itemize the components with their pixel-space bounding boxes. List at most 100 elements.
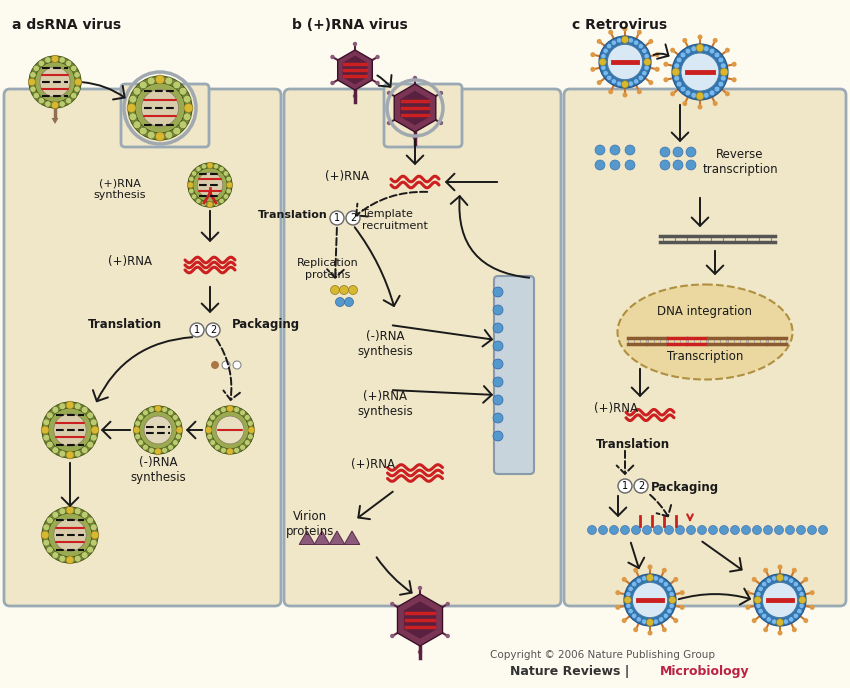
Circle shape	[680, 52, 686, 58]
Circle shape	[38, 60, 44, 67]
Circle shape	[162, 407, 167, 413]
Circle shape	[653, 619, 659, 624]
Circle shape	[42, 427, 48, 433]
Circle shape	[808, 526, 817, 535]
Circle shape	[674, 63, 679, 69]
Circle shape	[625, 145, 635, 155]
Circle shape	[725, 47, 730, 53]
Circle shape	[719, 526, 728, 535]
Circle shape	[376, 80, 380, 85]
Circle shape	[156, 132, 165, 141]
Circle shape	[644, 65, 649, 70]
Circle shape	[139, 81, 147, 89]
Circle shape	[245, 415, 250, 420]
Circle shape	[207, 420, 212, 427]
Circle shape	[28, 78, 36, 85]
Circle shape	[33, 65, 39, 72]
Circle shape	[762, 613, 767, 619]
Circle shape	[778, 564, 783, 570]
Circle shape	[670, 597, 675, 603]
Circle shape	[696, 92, 704, 100]
Circle shape	[799, 596, 806, 603]
Circle shape	[207, 162, 213, 169]
Circle shape	[66, 451, 74, 459]
Circle shape	[207, 202, 213, 208]
Circle shape	[135, 433, 140, 440]
Circle shape	[772, 619, 777, 624]
Circle shape	[29, 56, 81, 108]
Text: 1: 1	[334, 213, 340, 223]
Circle shape	[87, 412, 94, 419]
Circle shape	[128, 104, 135, 112]
Circle shape	[66, 556, 74, 564]
Circle shape	[772, 576, 777, 581]
Circle shape	[74, 72, 80, 78]
Circle shape	[680, 590, 684, 595]
Circle shape	[663, 62, 668, 67]
Circle shape	[353, 42, 357, 46]
Polygon shape	[337, 50, 372, 90]
Circle shape	[348, 286, 358, 294]
Circle shape	[224, 171, 229, 176]
Circle shape	[128, 76, 192, 140]
Circle shape	[30, 86, 36, 92]
Circle shape	[712, 101, 717, 106]
Circle shape	[74, 451, 81, 457]
Circle shape	[638, 75, 643, 80]
Circle shape	[59, 403, 65, 409]
Circle shape	[676, 526, 684, 535]
Circle shape	[642, 71, 647, 76]
Circle shape	[40, 67, 70, 97]
Circle shape	[184, 103, 193, 112]
Circle shape	[47, 441, 54, 448]
Circle shape	[175, 420, 181, 427]
Circle shape	[778, 630, 783, 636]
Circle shape	[712, 38, 717, 43]
Circle shape	[643, 526, 651, 535]
Circle shape	[621, 618, 626, 623]
Circle shape	[493, 413, 503, 423]
Circle shape	[611, 40, 616, 45]
Circle shape	[669, 603, 674, 608]
Circle shape	[214, 410, 220, 416]
Circle shape	[133, 427, 140, 433]
Circle shape	[654, 67, 660, 72]
Circle shape	[714, 86, 720, 92]
Circle shape	[677, 81, 682, 87]
Circle shape	[173, 440, 178, 445]
Circle shape	[52, 447, 59, 453]
Circle shape	[762, 582, 797, 618]
Circle shape	[763, 627, 768, 632]
Circle shape	[147, 131, 155, 139]
Circle shape	[493, 359, 503, 369]
Circle shape	[331, 286, 339, 294]
Circle shape	[632, 582, 668, 618]
Circle shape	[41, 531, 49, 539]
Circle shape	[673, 147, 683, 157]
Circle shape	[144, 416, 172, 444]
Circle shape	[633, 78, 639, 84]
Circle shape	[87, 517, 94, 524]
Circle shape	[216, 416, 244, 444]
Circle shape	[188, 182, 193, 188]
Circle shape	[82, 407, 88, 413]
Circle shape	[65, 60, 71, 67]
Circle shape	[184, 113, 191, 120]
Circle shape	[644, 54, 649, 58]
Circle shape	[418, 649, 422, 654]
Circle shape	[628, 81, 633, 86]
Circle shape	[52, 102, 58, 108]
Circle shape	[74, 403, 81, 409]
Circle shape	[129, 113, 137, 120]
Circle shape	[643, 58, 651, 65]
Circle shape	[621, 36, 629, 43]
Text: Virion
proteins: Virion proteins	[286, 510, 334, 538]
Circle shape	[413, 76, 417, 80]
Circle shape	[91, 531, 99, 539]
Text: (+)RNA: (+)RNA	[351, 458, 395, 471]
Text: 2: 2	[350, 213, 356, 223]
Circle shape	[59, 101, 65, 107]
Text: Packaging: Packaging	[651, 481, 719, 494]
Circle shape	[227, 449, 233, 454]
Circle shape	[226, 189, 231, 194]
